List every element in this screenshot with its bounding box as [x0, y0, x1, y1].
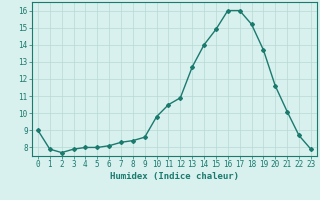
- X-axis label: Humidex (Indice chaleur): Humidex (Indice chaleur): [110, 172, 239, 181]
